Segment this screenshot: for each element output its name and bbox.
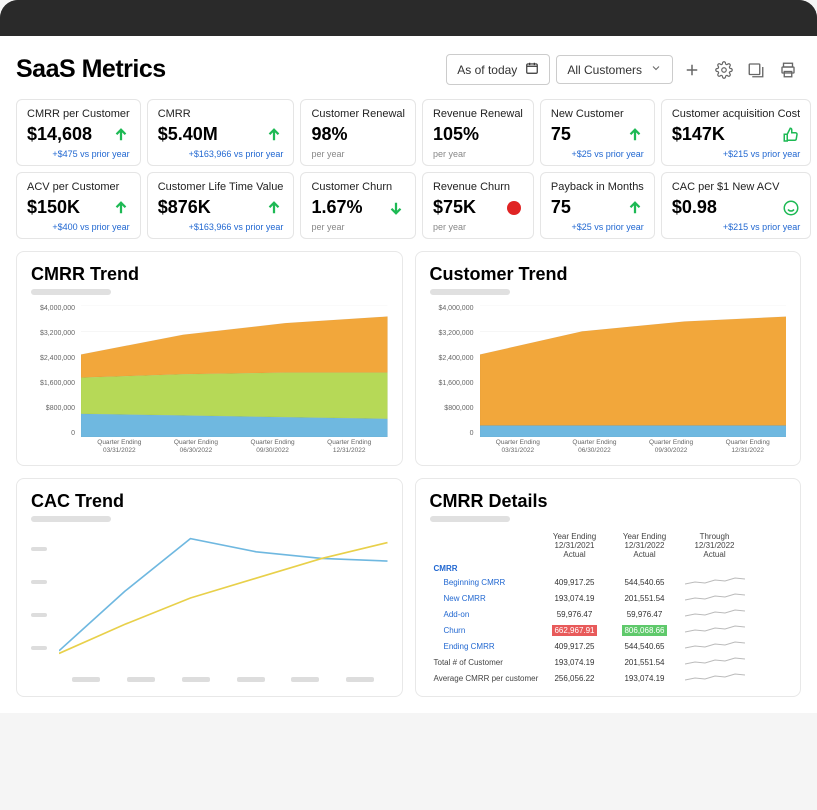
- kpi-indicator-icon: [112, 199, 130, 217]
- kpi-label: Customer Life Time Value: [158, 181, 284, 193]
- kpi-sublabel: +$163,966 vs prior year: [158, 149, 284, 159]
- panel-title: Customer Trend: [430, 264, 787, 285]
- kpi-value: $0.98: [672, 197, 717, 218]
- kpi-indicator-icon: [626, 126, 644, 144]
- kpi-card[interactable]: CMRR $5.40M +$163,966 vs prior year: [147, 99, 295, 166]
- kpi-value: 1.67%: [311, 197, 362, 218]
- kpi-indicator-icon: [112, 126, 130, 144]
- kpi-card[interactable]: Revenue Churn $75K per year: [422, 172, 534, 239]
- kpi-indicator-icon: [505, 126, 523, 144]
- kpi-value: $14,608: [27, 124, 92, 145]
- print-button[interactable]: [775, 57, 801, 83]
- kpi-indicator-icon: [782, 199, 800, 217]
- panel-subtitle-placeholder: [430, 516, 510, 522]
- page-title: SaaS Metrics: [16, 55, 166, 84]
- layout-button[interactable]: [743, 57, 769, 83]
- kpi-sublabel: per year: [433, 222, 523, 232]
- customer-trend-chart: $4,000,000$3,200,000$2,400,000$1,600,000…: [430, 305, 787, 455]
- panel-title: CMRR Details: [430, 491, 787, 512]
- kpi-indicator-icon: [505, 199, 523, 217]
- segment-dropdown[interactable]: All Customers: [556, 55, 673, 84]
- kpi-card[interactable]: Customer Life Time Value $876K +$163,966…: [147, 172, 295, 239]
- header: SaaS Metrics As of today All Customers: [16, 54, 801, 85]
- kpi-value: 75: [551, 124, 571, 145]
- kpi-sublabel: per year: [433, 149, 523, 159]
- kpi-value: 105%: [433, 124, 479, 145]
- kpi-label: Customer Churn: [311, 181, 405, 193]
- panel-subtitle-placeholder: [31, 289, 111, 295]
- cmrr-trend-panel: CMRR Trend $4,000,000$3,200,000$2,400,00…: [16, 251, 403, 466]
- window-titlebar: [0, 0, 817, 36]
- kpi-sublabel: +$25 vs prior year: [551, 149, 644, 159]
- kpi-label: Payback in Months: [551, 181, 644, 193]
- customer-trend-panel: Customer Trend $4,000,000$3,200,000$2,40…: [415, 251, 802, 466]
- kpi-sublabel: +$163,966 vs prior year: [158, 222, 284, 232]
- kpi-sublabel: +$400 vs prior year: [27, 222, 130, 232]
- kpi-value: $5.40M: [158, 124, 218, 145]
- kpi-label: ACV per Customer: [27, 181, 130, 193]
- kpi-card[interactable]: Payback in Months 75 +$25 vs prior year: [540, 172, 655, 239]
- kpi-value: $75K: [433, 197, 476, 218]
- kpi-sublabel: +$25 vs prior year: [551, 222, 644, 232]
- kpi-indicator-icon: [626, 199, 644, 217]
- panel-subtitle-placeholder: [430, 289, 510, 295]
- settings-button[interactable]: [711, 57, 737, 83]
- kpi-sublabel: per year: [311, 222, 405, 232]
- kpi-card[interactable]: New Customer 75 +$25 vs prior year: [540, 99, 655, 166]
- kpi-label: CMRR: [158, 108, 284, 120]
- panel-title: CMRR Trend: [31, 264, 388, 285]
- kpi-card[interactable]: Customer Churn 1.67% per year: [300, 172, 416, 239]
- kpi-label: Customer Renewal: [311, 108, 405, 120]
- calendar-icon: [525, 61, 539, 78]
- kpi-grid: CMRR per Customer $14,608 +$475 vs prior…: [16, 99, 801, 239]
- cmrr-trend-chart: $4,000,000$3,200,000$2,400,000$1,600,000…: [31, 305, 388, 455]
- panel-subtitle-placeholder: [31, 516, 111, 522]
- kpi-label: CAC per $1 New ACV: [672, 181, 800, 193]
- kpi-card[interactable]: CAC per $1 New ACV $0.98 +$215 vs prior …: [661, 172, 811, 239]
- kpi-card[interactable]: Revenue Renewal 105% per year: [422, 99, 534, 166]
- add-button[interactable]: [679, 57, 705, 83]
- kpi-label: Revenue Renewal: [433, 108, 523, 120]
- cac-trend-chart: [31, 532, 388, 682]
- kpi-indicator-icon: [265, 126, 283, 144]
- kpi-value: 98%: [311, 124, 347, 145]
- kpi-card[interactable]: Customer Renewal 98% per year: [300, 99, 416, 166]
- kpi-card[interactable]: Customer acquisition Cost $147K +$215 vs…: [661, 99, 811, 166]
- kpi-indicator-icon: [782, 126, 800, 144]
- kpi-value: $876K: [158, 197, 211, 218]
- date-picker[interactable]: As of today: [446, 54, 550, 85]
- kpi-value: $147K: [672, 124, 725, 145]
- kpi-label: New Customer: [551, 108, 644, 120]
- kpi-indicator-icon: [387, 126, 405, 144]
- kpi-label: Customer acquisition Cost: [672, 108, 800, 120]
- chevron-down-icon: [650, 62, 662, 77]
- kpi-value: $150K: [27, 197, 80, 218]
- kpi-sublabel: per year: [311, 149, 405, 159]
- segment-label: All Customers: [567, 63, 642, 77]
- panel-title: CAC Trend: [31, 491, 388, 512]
- date-label: As of today: [457, 63, 517, 77]
- kpi-sublabel: +$215 vs prior year: [672, 222, 800, 232]
- kpi-indicator-icon: [265, 199, 283, 217]
- kpi-indicator-icon: [387, 199, 405, 217]
- kpi-card[interactable]: ACV per Customer $150K +$400 vs prior ye…: [16, 172, 141, 239]
- kpi-card[interactable]: CMRR per Customer $14,608 +$475 vs prior…: [16, 99, 141, 166]
- cmrr-details-table: Year Ending12/31/2021ActualYear Ending12…: [430, 532, 787, 686]
- kpi-sublabel: +$215 vs prior year: [672, 149, 800, 159]
- kpi-value: 75: [551, 197, 571, 218]
- cac-trend-panel: CAC Trend: [16, 478, 403, 697]
- kpi-label: Revenue Churn: [433, 181, 523, 193]
- cmrr-details-panel: CMRR Details Year Ending12/31/2021Actual…: [415, 478, 802, 697]
- kpi-sublabel: +$475 vs prior year: [27, 149, 130, 159]
- kpi-label: CMRR per Customer: [27, 108, 130, 120]
